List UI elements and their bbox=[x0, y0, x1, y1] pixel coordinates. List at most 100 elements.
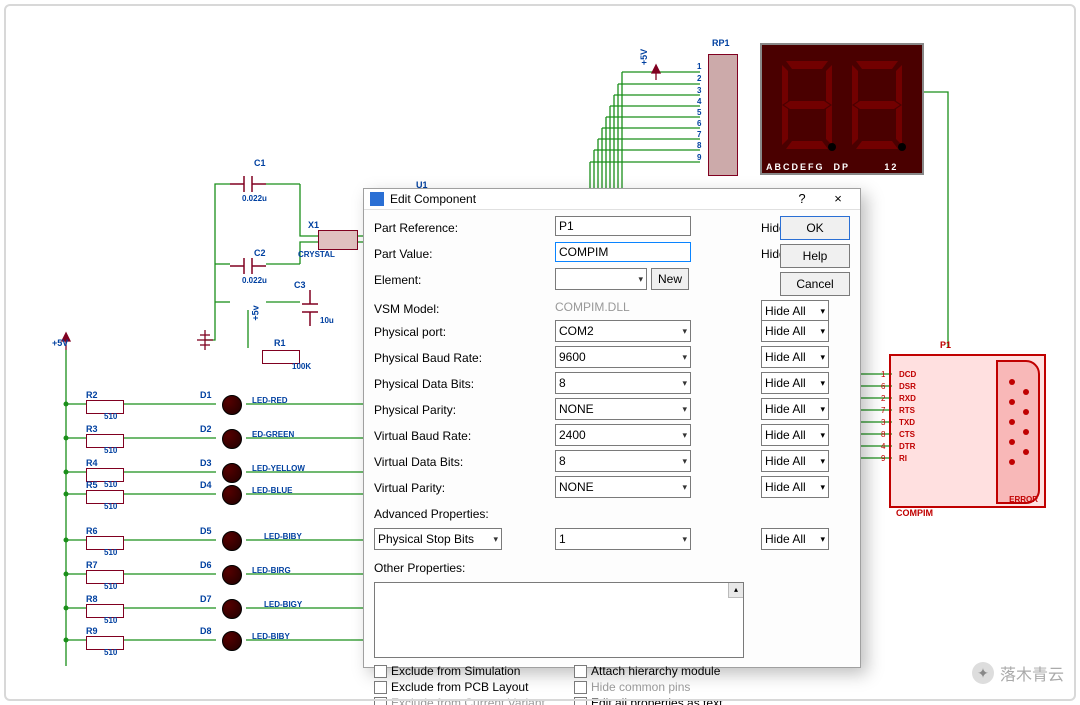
label-r6v: 510 bbox=[104, 548, 117, 557]
chk-edit-all[interactable]: Edit all properties as text bbox=[574, 696, 774, 705]
pin-lbl: RI bbox=[899, 454, 907, 463]
led-d7 bbox=[222, 599, 242, 619]
cancel-button[interactable]: Cancel bbox=[780, 272, 850, 296]
hide-combo[interactable]: Hide All▾ bbox=[761, 398, 829, 420]
input-part-value[interactable] bbox=[555, 242, 691, 262]
pin-lbl: DCD bbox=[899, 370, 916, 379]
chk-exclude-sim[interactable]: Exclude from Simulation bbox=[374, 664, 574, 678]
lbl-pport: Physical port: bbox=[374, 325, 549, 339]
help-button[interactable]: Help bbox=[780, 244, 850, 268]
scroll-up-icon[interactable]: ▴ bbox=[728, 583, 743, 598]
hide-combo[interactable]: Hide All▾ bbox=[761, 300, 829, 322]
seg-digit-1 bbox=[776, 57, 838, 153]
val-vsm: COMPIM.DLL bbox=[555, 300, 755, 318]
lbl-part-ref: Part Reference: bbox=[374, 221, 549, 235]
label-r9v: 510 bbox=[104, 648, 117, 657]
textarea-other-props[interactable]: ▴ bbox=[374, 582, 744, 658]
dialog-titlebar[interactable]: Edit Component ? × bbox=[364, 189, 860, 210]
lbl-part-value: Part Value: bbox=[374, 247, 549, 261]
rp-pin-3: 3 bbox=[697, 86, 701, 95]
label-d1: D1 bbox=[200, 390, 212, 400]
hide-combo[interactable]: Hide All▾ bbox=[761, 476, 829, 498]
label-r9: R9 bbox=[86, 626, 98, 636]
combo-vparity[interactable]: NONE▾ bbox=[555, 476, 691, 498]
led-d8 bbox=[222, 631, 242, 651]
combo-pdata[interactable]: 8▾ bbox=[555, 372, 691, 394]
label-d6lbl: LED-BIRG bbox=[252, 566, 291, 575]
pin-lbl: RXD bbox=[899, 394, 916, 403]
lbl-pparity: Physical Parity: bbox=[374, 403, 549, 417]
lbl-vparity: Virtual Parity: bbox=[374, 481, 549, 495]
label-d5: D5 bbox=[200, 526, 212, 536]
dialog-title: Edit Component bbox=[390, 192, 784, 206]
label-d3lbl: LED-YELLOW bbox=[252, 464, 305, 473]
lbl-vdata: Virtual Data Bits: bbox=[374, 455, 549, 469]
watermark-text: 落木青云 bbox=[1000, 661, 1064, 685]
edit-component-dialog: Edit Component ? × Part Reference: Hidde… bbox=[363, 188, 861, 668]
label-d2: D2 bbox=[200, 424, 212, 434]
hide-combo[interactable]: Hide All▾ bbox=[761, 450, 829, 472]
led-d1 bbox=[222, 395, 242, 415]
label-r2: R2 bbox=[86, 390, 98, 400]
hide-combo[interactable]: Hide All▾ bbox=[761, 346, 829, 368]
label-5v-mid: +5v bbox=[251, 305, 261, 320]
lbl-vbaud: Virtual Baud Rate: bbox=[374, 429, 549, 443]
new-button[interactable]: New bbox=[651, 268, 689, 290]
combo-vdata[interactable]: 8▾ bbox=[555, 450, 691, 472]
label-c3: C3 bbox=[294, 280, 306, 290]
compim-connector[interactable]: 1 DCD 6 DSR 2 RXD 7 RTS 3 TXD 8 CTS 4 DT… bbox=[889, 354, 1046, 508]
label-c1: C1 bbox=[254, 158, 266, 168]
label-r1v: 100K bbox=[292, 362, 311, 371]
hide-combo[interactable]: Hide All▾ bbox=[761, 320, 829, 342]
label-r8v: 510 bbox=[104, 616, 117, 625]
lbl-element: Element: bbox=[374, 273, 549, 287]
comp-rp1 bbox=[708, 54, 738, 176]
pin-num: 8 bbox=[881, 430, 885, 439]
titlebar-close-button[interactable]: × bbox=[820, 189, 856, 209]
chk-attach[interactable]: Attach hierarchy module bbox=[574, 664, 774, 678]
pin-num: 2 bbox=[881, 394, 885, 403]
led-d4 bbox=[222, 485, 242, 505]
label-c1v: 0.022u bbox=[242, 194, 267, 203]
label-r5v: 510 bbox=[104, 502, 117, 511]
label-d4lbl: LED-BLUE bbox=[252, 486, 292, 495]
input-part-ref[interactable] bbox=[555, 216, 691, 236]
combo-vbaud[interactable]: 2400▾ bbox=[555, 424, 691, 446]
lbl-other: Other Properties: bbox=[374, 561, 861, 575]
label-d2lbl: ED-GREEN bbox=[252, 430, 294, 439]
combo-pparity[interactable]: NONE▾ bbox=[555, 398, 691, 420]
seg-digit-2 bbox=[846, 57, 908, 153]
label-d1lbl: LED-RED bbox=[252, 396, 288, 405]
rp-pin-5: 5 bbox=[697, 108, 701, 117]
rp-pin-9: 9 bbox=[697, 153, 701, 162]
combo-adv-val[interactable]: 1▾ bbox=[555, 528, 691, 550]
lbl-adv: Advanced Properties: bbox=[374, 507, 549, 521]
label-r5: R5 bbox=[86, 480, 98, 490]
seven-segment-display: ABCDEFG DP 12 bbox=[760, 43, 924, 175]
seg-pin-labels: ABCDEFG DP 12 bbox=[766, 162, 898, 172]
led-d6 bbox=[222, 565, 242, 585]
pin-num: 1 bbox=[881, 370, 885, 379]
led-d5 bbox=[222, 531, 242, 551]
combo-element[interactable]: ▾ bbox=[555, 268, 647, 290]
hide-combo[interactable]: Hide All▾ bbox=[761, 528, 829, 550]
chk-exclude-pcb[interactable]: Exclude from PCB Layout bbox=[374, 680, 574, 694]
comp-c2 bbox=[230, 256, 266, 276]
combo-pbaud[interactable]: 9600▾ bbox=[555, 346, 691, 368]
pin-lbl: RTS bbox=[899, 406, 915, 415]
ok-button[interactable]: OK bbox=[780, 216, 850, 240]
titlebar-help-button[interactable]: ? bbox=[784, 189, 820, 209]
label-d3: D3 bbox=[200, 458, 212, 468]
combo-adv-prop[interactable]: Physical Stop Bits▾ bbox=[374, 528, 502, 550]
hide-combo[interactable]: Hide All▾ bbox=[761, 372, 829, 394]
label-5v-rp: +5V bbox=[639, 49, 649, 65]
rp-pin-2: 2 bbox=[697, 74, 701, 83]
combo-pport[interactable]: COM2▾ bbox=[555, 320, 691, 342]
pin-lbl: CTS bbox=[899, 430, 915, 439]
chk-exclude-variant: Exclude from Current Variant bbox=[374, 696, 574, 705]
bottom-checks: Exclude from Simulation Attach hierarchy… bbox=[364, 664, 860, 705]
error-text: ERROR bbox=[1009, 495, 1038, 504]
rp-pin-8: 8 bbox=[697, 141, 701, 150]
led-d2 bbox=[222, 429, 242, 449]
hide-combo[interactable]: Hide All▾ bbox=[761, 424, 829, 446]
